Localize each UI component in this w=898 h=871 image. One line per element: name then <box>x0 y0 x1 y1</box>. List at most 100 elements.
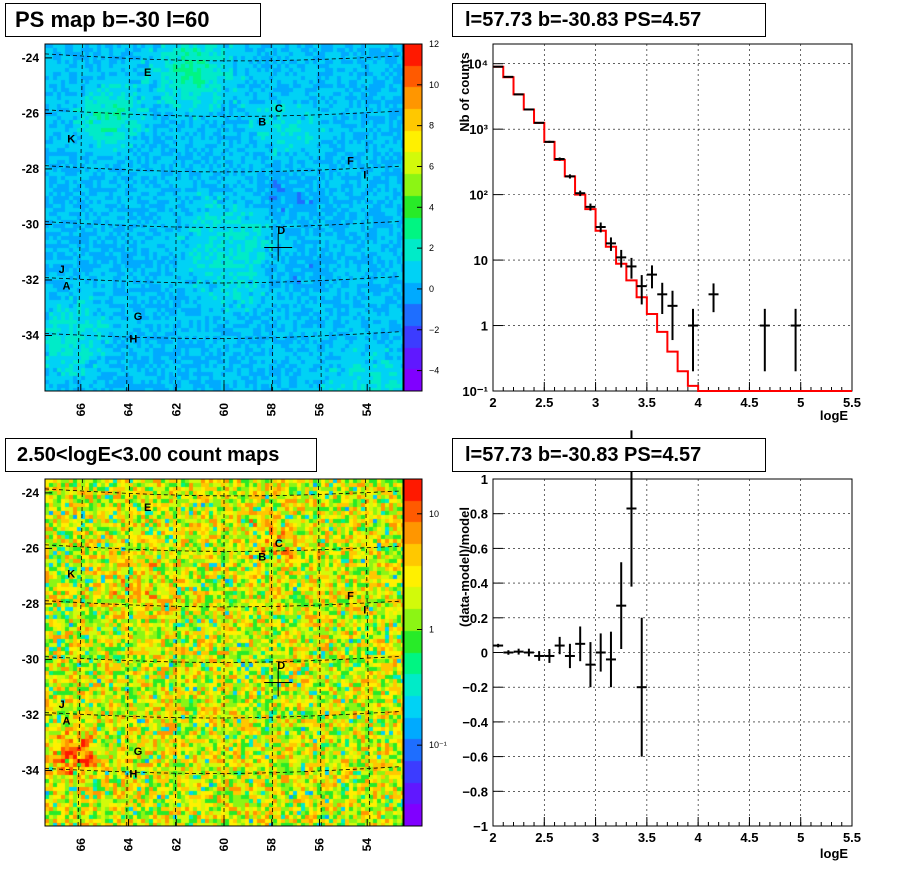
ps-map-ytick-label-4: -32 <box>22 273 40 287</box>
count-map-grid-lon-6 <box>365 478 371 827</box>
count-map-grid-lat-3 <box>44 656 400 663</box>
residual-frame <box>492 478 853 827</box>
residual-ytick-label-7: −0.4 <box>462 715 488 730</box>
count-map-source-F: F <box>347 591 354 603</box>
ps-map-cbar-label-7: −2 <box>429 325 439 335</box>
count-map-xtick-label-0: 66 <box>74 838 88 852</box>
count-map-xtick-label-4: 58 <box>265 838 279 852</box>
count-map-grid-lon-0 <box>77 478 83 827</box>
count-map-xtick-label-1: 64 <box>122 838 136 852</box>
count-map-ytick-label-0: -24 <box>22 486 40 500</box>
ps-map-source-F: F <box>347 156 354 168</box>
count-map-source-H: H <box>129 768 137 780</box>
spectrum-ylabel: Nb of counts <box>457 52 472 131</box>
count-map-source-I: I <box>363 604 366 616</box>
count-map-grid-lat-2 <box>44 600 400 608</box>
ps-map-ytick-label-5: -34 <box>22 328 40 342</box>
spectrum-xtick-label-0: 2 <box>489 395 496 410</box>
ps-map-cbar-label-1: 10 <box>429 80 439 90</box>
ps-map-xtick-label-4: 58 <box>265 403 279 417</box>
count-map-source-K: K <box>67 568 75 580</box>
count-map-source-D: D <box>277 660 285 672</box>
count-map-xtick-label-2: 62 <box>169 838 183 852</box>
count-map-cbar-label-1: 1 <box>429 624 434 634</box>
spectrum-xlabel: logE <box>820 408 848 423</box>
count-map-xtick-label-6: 54 <box>360 838 374 852</box>
residual-ytick-label-9: −0.8 <box>462 784 488 799</box>
ps-map-cbar-label-6: 0 <box>429 284 434 294</box>
residual-title: l=57.73 b=-30.83 PS=4.57 <box>452 438 766 472</box>
residual-xtick-label-3: 3.5 <box>638 830 656 845</box>
ps-map-ytick-label-2: -28 <box>22 162 40 176</box>
ps-map-source-D: D <box>277 225 285 237</box>
count-map-xtick-label-5: 56 <box>312 838 326 852</box>
count-map-title: 2.50<logE<3.00 count maps <box>5 438 317 472</box>
ps-map-grid-lon-1 <box>126 43 131 392</box>
ps-map-source-A: A <box>63 281 71 293</box>
spectrum-xtick-label-1: 2.5 <box>535 395 553 410</box>
ps-map-source-B: B <box>258 117 266 129</box>
ps-map-grid-lon-4 <box>270 43 274 392</box>
count-map-xtick-label-3: 60 <box>217 838 231 852</box>
ps-map-grid-lon-0 <box>77 43 83 392</box>
ps-map-colorbar-frame <box>403 43 423 392</box>
residual-xtick-label-7: 5.5 <box>843 830 861 845</box>
spectrum-xtick-label-2: 3 <box>592 395 599 410</box>
ps-map-xtick-label-3: 60 <box>217 403 231 417</box>
ps-map-ytick-label-0: -24 <box>22 51 40 65</box>
residual-xtick-label-1: 2.5 <box>535 830 553 845</box>
count-map-source-A: A <box>63 716 71 728</box>
ps-map-grid-lat-5 <box>44 331 400 339</box>
count-map-grid-lon-2 <box>174 478 178 827</box>
count-map-source-C: C <box>275 538 283 550</box>
residual-xtick-label-0: 2 <box>489 830 496 845</box>
ps-map-grid-lat-4 <box>44 276 400 284</box>
count-map-ytick-label-1: -26 <box>22 541 40 555</box>
ps-map-cbar-label-0: 12 <box>429 39 439 49</box>
residual-xlabel: logE <box>820 846 848 861</box>
ps-map-cbar-label-5: 2 <box>429 243 434 253</box>
residual-xtick-label-5: 4.5 <box>740 830 758 845</box>
ps-map-grid-lon-2 <box>174 43 178 392</box>
residual-ytick-label-0: 1 <box>481 472 488 487</box>
ps-map-ytick-label-1: -26 <box>22 106 40 120</box>
ps-map-grid-lon-5 <box>317 43 322 392</box>
count-map-cbar-label-2: 10⁻¹ <box>429 740 447 750</box>
count-map-grid-lat-4 <box>44 711 400 719</box>
ps-map-source-C: C <box>275 103 283 115</box>
residual-ytick-label-4: 0.2 <box>470 611 488 626</box>
count-map-grid-lon-1 <box>126 478 131 827</box>
ps-map-cbar-label-2: 8 <box>429 121 434 131</box>
count-map-grid-lat-0 <box>44 488 400 497</box>
count-map-grid-lat-5 <box>44 766 400 774</box>
spectrum-ytick-label-0: 10⁻¹ <box>462 384 488 399</box>
spectrum-ytick-label-2: 10 <box>474 253 488 268</box>
spectrum-ytick-label-4: 10³ <box>469 122 488 137</box>
residual-ytick-label-6: −0.2 <box>462 680 488 695</box>
ps-map-cbar-label-8: −4 <box>429 366 439 376</box>
count-map-ytick-label-5: -34 <box>22 763 40 777</box>
ps-map-source-K: K <box>67 133 75 145</box>
ps-map-xtick-label-6: 54 <box>360 403 374 417</box>
ps-map-xtick-label-2: 62 <box>169 403 183 417</box>
count-map-ytick-label-2: -28 <box>22 597 40 611</box>
residual-ytick-label-8: −0.6 <box>462 750 488 765</box>
residual-ytick-label-2: 0.6 <box>470 541 488 556</box>
ps-map-grid-lat-2 <box>44 165 400 173</box>
ps-map-ytick-label-3: -30 <box>22 217 40 231</box>
ps-map-grid-lat-1 <box>44 109 400 117</box>
residual-xtick-label-2: 3 <box>592 830 599 845</box>
ps-map-grid-lat-0 <box>44 53 400 62</box>
residual-ylabel: (data-model)/model <box>457 507 472 627</box>
residual-ytick-label-5: 0 <box>481 646 488 661</box>
residual-xtick-label-6: 5 <box>797 830 804 845</box>
ps-map-xtick-label-1: 64 <box>122 403 136 417</box>
ps-map-colorbar <box>404 44 422 391</box>
spectrum-ytick-label-5: 10⁴ <box>467 57 488 72</box>
ps-map-xtick-label-5: 56 <box>312 403 326 417</box>
spectrum-xtick-label-7: 5.5 <box>843 395 861 410</box>
cnt-cbar-gradient <box>404 479 422 826</box>
count-map-source-J: J <box>59 699 65 711</box>
count-map-colorbar-frame <box>403 478 423 827</box>
